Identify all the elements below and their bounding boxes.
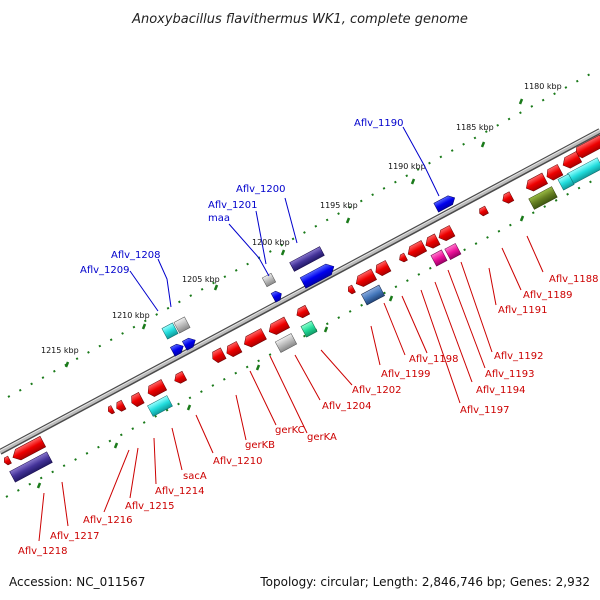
gene-aflv-1197-reverse[interactable] (398, 252, 408, 263)
gene-label-aflv-1200[interactable]: Aflv_1200 (236, 184, 286, 195)
gene-label-aflv-1210[interactable]: Aflv_1210 (213, 456, 263, 467)
gene-label-aflv-1201[interactable]: Aflv_1201 (208, 200, 258, 211)
gene-aflv-1198-reverse[interactable] (373, 260, 392, 277)
ruler-label-1210: 1210 kbp (112, 311, 150, 320)
lower-label-leaders (38, 235, 544, 542)
gene-aflv-1218-small-reverse[interactable] (2, 455, 12, 466)
gene-label-aflv-1191[interactable]: Aflv_1191 (498, 305, 548, 316)
gene-aflv-1189-reverse[interactable] (500, 191, 515, 206)
gene-label-gerkc[interactable]: gerKC (275, 425, 305, 436)
gene-aflv-1204-gray-reverse[interactable] (274, 333, 298, 353)
gene-label-aflv-1202[interactable]: Aflv_1202 (352, 385, 402, 396)
gene-aflv-1191-reverse[interactable] (478, 205, 489, 217)
gene-label-aflv-1198[interactable]: Aflv_1198 (409, 354, 459, 365)
gene-aflv-1200-forward[interactable] (289, 246, 325, 272)
gene-aflv-1202-reverse[interactable] (294, 304, 311, 319)
gene-aflv-1188-olive-reverse[interactable] (528, 186, 558, 210)
gene-sacA-reverse[interactable] (145, 379, 168, 398)
gene-label-aflv-1193[interactable]: Aflv_1193 (485, 369, 535, 380)
gene-label-aflv-1192[interactable]: Aflv_1192 (494, 351, 544, 362)
gene-label-aflv-1217[interactable]: Aflv_1217 (50, 531, 100, 542)
upper-gene-labels: Aflv_1190 Aflv_1200 Aflv_1201 maa Aflv_1… (80, 118, 404, 276)
gene-aflv-1216-reverse[interactable] (106, 405, 115, 415)
genome-backbone (0, 128, 600, 455)
ruler-label-1205: 1205 kbp (182, 275, 220, 284)
gene-label-aflv-1189[interactable]: Aflv_1189 (523, 290, 573, 301)
gene-aflv-1202-mint-reverse[interactable] (300, 320, 318, 338)
upper-label-leaders (129, 126, 440, 312)
gene-label-aflv-1199[interactable]: Aflv_1199 (381, 369, 431, 380)
gene-aflv-1190-forward[interactable] (433, 193, 457, 213)
gene-aflv-1209-forward[interactable] (161, 322, 179, 340)
ruler-kbp-labels: 1180 kbp 1185 kbp 1190 kbp 1195 kbp 1200… (41, 82, 562, 355)
gene-label-aflv-1197[interactable]: Aflv_1197 (460, 405, 510, 416)
map-title: Anoxybacillus flavithermus WK1, complete… (131, 12, 468, 27)
gene-aflv-1199b-reverse[interactable] (346, 284, 356, 295)
gene-aflv-1217-reverse[interactable] (10, 435, 47, 463)
gene-aflv-1188-cyan-b-reverse[interactable] (557, 173, 575, 191)
gene-label-aflv-1214[interactable]: Aflv_1214 (155, 486, 205, 497)
gene-aflv-1214-reverse[interactable] (129, 392, 145, 408)
ruler-major-ticks (36, 98, 525, 489)
gene-aflv-1208-forward[interactable] (173, 316, 191, 334)
gene-label-aflv-1218[interactable]: Aflv_1218 (18, 546, 68, 557)
accession-text: Accession: NC_011567 (9, 575, 145, 589)
gene-maa-forward[interactable] (299, 261, 337, 289)
gene-aflv-1188a-reverse[interactable] (560, 151, 583, 170)
gene-aflv-1210-reverse[interactable] (172, 370, 188, 385)
genome-summary-text: Topology: circular; Length: 2,846,746 bp… (259, 575, 590, 589)
forward-strand-genes (161, 193, 457, 357)
ruler-label-1190: 1190 kbp (388, 162, 426, 171)
gene-label-aflv-1190[interactable]: Aflv_1190 (354, 118, 404, 129)
gene-aflv-1207-forward[interactable] (182, 336, 197, 351)
gene-gerka-reverse[interactable] (241, 328, 267, 350)
gene-label-aflv-1208[interactable]: Aflv_1208 (111, 250, 161, 261)
gene-aflv-1194-reverse[interactable] (405, 240, 428, 259)
gene-label-maa[interactable]: maa (208, 213, 230, 224)
ruler-label-1185: 1185 kbp (456, 123, 494, 132)
gene-aflv-1194-pink-reverse[interactable] (430, 249, 448, 267)
gene-label-gerka[interactable]: gerKA (307, 432, 337, 443)
gene-label-aflv-1188[interactable]: Aflv_1188 (549, 274, 599, 285)
gene-aflv-1201b-forward[interactable] (270, 289, 284, 303)
gene-aflv-1193-pink-reverse[interactable] (444, 243, 462, 260)
gene-label-aflv-1209[interactable]: Aflv_1209 (80, 265, 130, 276)
gene-aflv-1199-steel-reverse[interactable] (361, 284, 385, 306)
gene-aflv-1192-reverse[interactable] (436, 225, 456, 243)
gene-aflv-1215-reverse[interactable] (114, 399, 127, 413)
ruler-label-1200: 1200 kbp (252, 238, 290, 247)
gene-label-aflv-1216[interactable]: Aflv_1216 (83, 515, 133, 526)
gene-label-aflv-1204[interactable]: Aflv_1204 (322, 401, 372, 412)
gene-gerkc-reverse[interactable] (224, 341, 243, 358)
ruler-label-1215: 1215 kbp (41, 346, 79, 355)
upper-position-ruler (7, 72, 593, 398)
gene-aflv-1214-cyan-reverse[interactable] (147, 395, 173, 417)
gene-aflv-1188b-reverse[interactable] (544, 164, 564, 182)
gene-label-aflv-1215[interactable]: Aflv_1215 (125, 501, 175, 512)
gene-aflv-1206-forward[interactable] (170, 342, 185, 357)
ruler-label-1195: 1195 kbp (320, 201, 358, 210)
gene-aflv-1204-reverse[interactable] (266, 316, 290, 337)
lower-gene-labels: Aflv_1188 Aflv_1189 Aflv_1191 Aflv_1192 … (18, 274, 599, 557)
reverse-strand-genes (2, 134, 600, 483)
gene-aflv-1193-reverse[interactable] (423, 233, 441, 251)
gene-gerkb-reverse[interactable] (210, 347, 227, 364)
gene-label-gerkb[interactable]: gerKB (245, 440, 275, 451)
gene-label-aflv-1194[interactable]: Aflv_1194 (476, 385, 526, 396)
gene-aflv-1188c-reverse[interactable] (523, 172, 548, 193)
gene-label-sacA[interactable]: sacA (183, 471, 207, 482)
ruler-label-1180: 1180 kbp (524, 82, 562, 91)
lower-position-ruler (5, 179, 595, 498)
gene-aflv-1199-reverse[interactable] (353, 268, 377, 289)
gene-aflv-1218-purple-reverse[interactable] (9, 451, 53, 483)
